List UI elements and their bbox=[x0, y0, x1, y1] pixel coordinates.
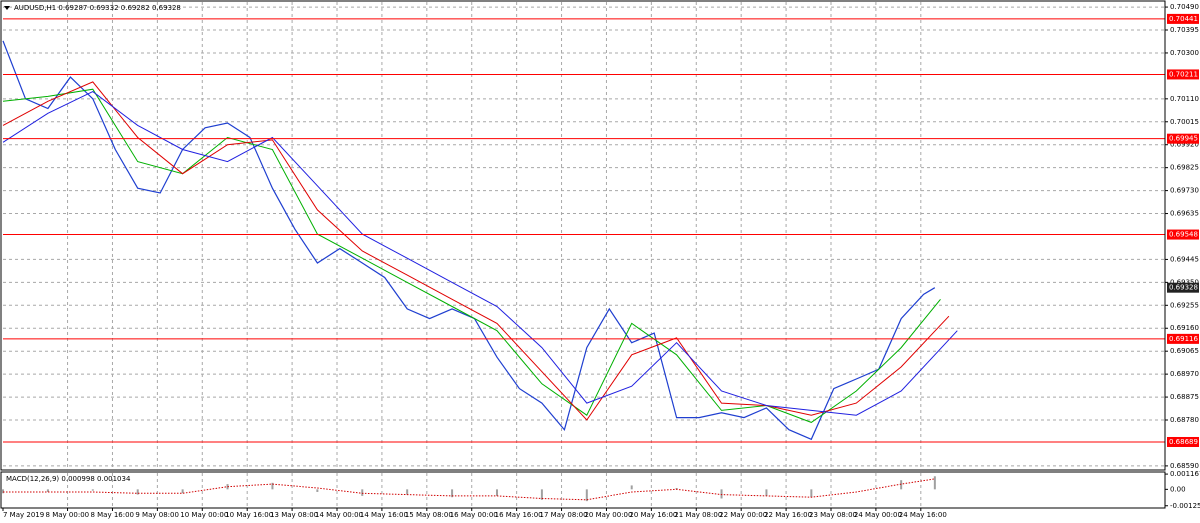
macd-bar bbox=[630, 485, 633, 490]
level-label-bg bbox=[1167, 333, 1199, 344]
x-tick-label: 14 May 16:00 bbox=[360, 511, 408, 519]
macd-bar bbox=[91, 489, 94, 491]
macd-bar bbox=[46, 489, 49, 492]
macd-y-tick-label: -0.001255 bbox=[1170, 502, 1200, 510]
x-tick-label: 20 May 16:00 bbox=[629, 511, 677, 519]
macd-bar bbox=[765, 489, 768, 496]
symbol-icon bbox=[4, 6, 10, 10]
macd-frame bbox=[0, 471, 1166, 509]
level-label: 0.69548 bbox=[1169, 231, 1198, 239]
macd-bar bbox=[406, 489, 409, 495]
x-tick-label: 24 May 16:00 bbox=[899, 511, 947, 519]
y-tick-label: 0.69160 bbox=[1170, 324, 1199, 332]
y-tick-label: 0.69635 bbox=[1170, 210, 1199, 218]
y-tick-label: 0.69255 bbox=[1170, 301, 1199, 309]
macd-bar bbox=[451, 489, 454, 498]
macd-bar bbox=[900, 480, 903, 490]
level-label: 0.68689 bbox=[1169, 438, 1198, 446]
macd-bar bbox=[495, 489, 498, 496]
macd-bar bbox=[933, 476, 936, 490]
x-tick-label: 10 May 16:00 bbox=[225, 511, 273, 519]
macd-bar bbox=[810, 489, 813, 498]
y-tick-label: 0.68780 bbox=[1170, 416, 1199, 424]
y-tick-label: 0.68875 bbox=[1170, 393, 1199, 401]
x-tick-label: 10 May 00:00 bbox=[180, 511, 228, 519]
macd-bar bbox=[540, 489, 543, 500]
macd-bar bbox=[316, 489, 319, 492]
x-tick-label: 8 May 00:00 bbox=[46, 511, 90, 519]
level-label-bg bbox=[1167, 13, 1199, 24]
level-label: 0.70211 bbox=[1169, 70, 1198, 78]
y-tick-label: 0.70015 bbox=[1170, 118, 1199, 126]
macd-signal bbox=[3, 478, 935, 501]
y-tick-label: 0.69065 bbox=[1170, 347, 1199, 355]
x-tick-label: 21 May 08:00 bbox=[674, 511, 722, 519]
current-price-bg bbox=[1167, 282, 1199, 293]
x-tick-label: 14 May 00:00 bbox=[315, 511, 363, 519]
macd-y-tick-label: 0.001167 bbox=[1170, 470, 1200, 478]
y-tick-label: 0.69730 bbox=[1170, 187, 1199, 195]
moving-average bbox=[2, 88, 941, 423]
level-label-bg bbox=[1167, 69, 1199, 80]
macd-bar bbox=[361, 489, 364, 496]
x-tick-label: 16 May 16:00 bbox=[495, 511, 543, 519]
level-label: 0.70441 bbox=[1169, 15, 1198, 23]
x-tick-label: 13 May 08:00 bbox=[270, 511, 318, 519]
level-label-bg bbox=[1167, 436, 1199, 447]
x-tick-label: 20 May 00:00 bbox=[584, 511, 632, 519]
macd-y-tick-label: 0.00 bbox=[1170, 485, 1186, 493]
y-tick-label: 0.69350 bbox=[1170, 278, 1199, 286]
x-tick-label: 15 May 08:00 bbox=[405, 511, 453, 519]
macd-bar bbox=[271, 482, 274, 490]
y-tick-label: 0.69445 bbox=[1170, 255, 1199, 263]
x-tick-label: 8 May 16:00 bbox=[90, 511, 134, 519]
macd-title: MACD(12,26,9) 0.000998 0.001034 bbox=[6, 475, 131, 483]
macd-bar bbox=[720, 489, 723, 499]
y-tick-label: 0.69825 bbox=[1170, 164, 1199, 172]
macd-bar bbox=[585, 489, 588, 502]
y-tick-label: 0.70490 bbox=[1170, 3, 1199, 11]
level-label-bg bbox=[1167, 229, 1199, 240]
y-tick-label: 0.68590 bbox=[1170, 462, 1199, 470]
y-tick-label: 0.68970 bbox=[1170, 370, 1199, 378]
chart-title: AUDUSD,H1 0.69287 0.69332 0.69282 0.6932… bbox=[14, 4, 181, 12]
macd-bar bbox=[675, 488, 678, 490]
x-tick-label: 22 May 16:00 bbox=[764, 511, 812, 519]
y-tick-label: 0.70395 bbox=[1170, 26, 1199, 34]
y-tick-label: 0.69920 bbox=[1170, 141, 1199, 149]
level-label: 0.69945 bbox=[1169, 135, 1198, 143]
moving-average bbox=[2, 81, 950, 421]
level-label-bg bbox=[1167, 133, 1199, 144]
x-tick-label: 16 May 00:00 bbox=[450, 511, 498, 519]
y-tick-label: 0.70300 bbox=[1170, 49, 1199, 57]
level-label: 0.69116 bbox=[1169, 335, 1198, 343]
macd-bar bbox=[136, 489, 139, 495]
x-tick-label: 24 May 00:00 bbox=[854, 511, 902, 519]
x-tick-label: 9 May 08:00 bbox=[135, 511, 179, 519]
current-price-label: 0.69328 bbox=[1169, 284, 1198, 292]
macd-bar bbox=[2, 489, 4, 494]
moving-average bbox=[2, 91, 958, 416]
x-tick-label: 23 May 08:00 bbox=[809, 511, 857, 519]
x-tick-label: 17 May 08:00 bbox=[540, 511, 588, 519]
main-frame bbox=[0, 0, 1166, 471]
y-tick-label: 0.70110 bbox=[1170, 95, 1199, 103]
x-tick-label: 22 May 00:00 bbox=[719, 511, 767, 519]
macd-bar bbox=[181, 489, 184, 494]
x-tick-label: 7 May 2019 bbox=[3, 511, 44, 519]
